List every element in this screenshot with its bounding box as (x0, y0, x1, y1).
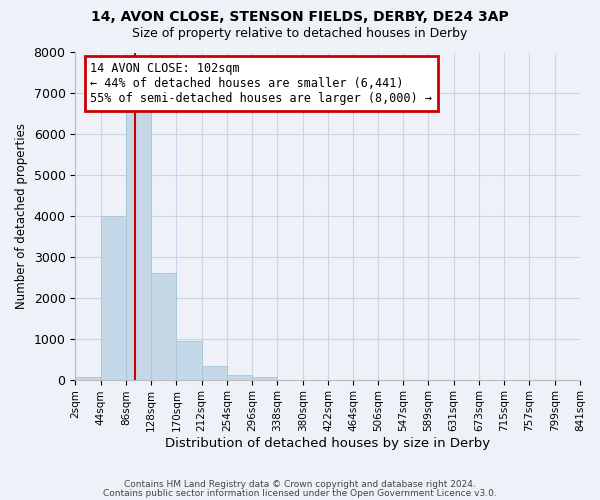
Bar (151, 274, 176, 380)
Text: Contains public sector information licensed under the Open Government Licence v3: Contains public sector information licen… (103, 489, 497, 498)
Text: 14, AVON CLOSE, STENSON FIELDS, DERBY, DE24 3AP: 14, AVON CLOSE, STENSON FIELDS, DERBY, D… (91, 10, 509, 24)
Bar (176, 341, 202, 380)
Text: Size of property relative to detached houses in Derby: Size of property relative to detached ho… (133, 28, 467, 40)
Bar (202, 366, 227, 380)
Y-axis label: Number of detached properties: Number of detached properties (15, 123, 28, 309)
Bar (252, 377, 277, 380)
Bar (75, 377, 101, 380)
Bar (101, 216, 126, 380)
Text: 14 AVON CLOSE: 102sqm
← 44% of detached houses are smaller (6,441)
55% of semi-d: 14 AVON CLOSE: 102sqm ← 44% of detached … (91, 62, 433, 106)
Text: Contains HM Land Registry data © Crown copyright and database right 2024.: Contains HM Land Registry data © Crown c… (124, 480, 476, 489)
Bar (126, 110, 151, 380)
X-axis label: Distribution of detached houses by size in Derby: Distribution of detached houses by size … (165, 437, 490, 450)
Bar (227, 374, 252, 380)
